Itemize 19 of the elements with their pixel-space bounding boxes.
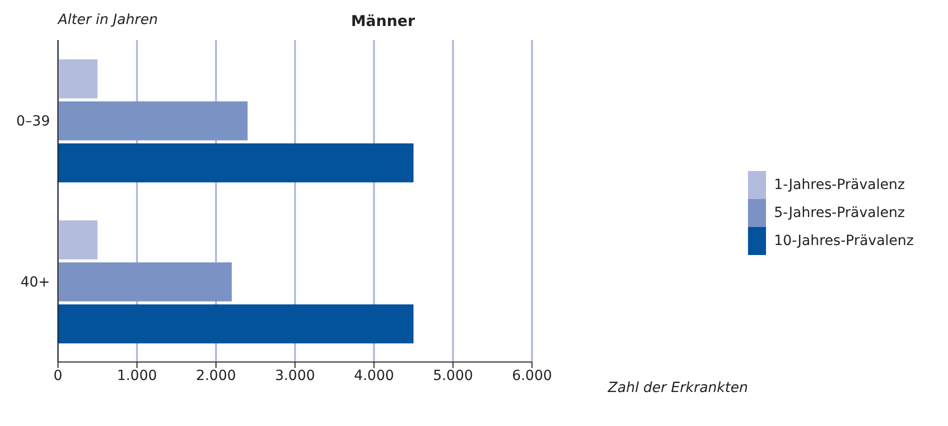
bar [58, 304, 414, 344]
legend-label: 1-Jahres-Prävalenz [774, 176, 905, 195]
bar [58, 101, 248, 140]
x-axis-title: Zahl der Erkrankten [608, 380, 748, 396]
legend-label: 5-Jahres-Prävalenz [774, 204, 905, 223]
x-tick-label: 1.000 [116, 368, 158, 384]
x-tick-label: 2.000 [196, 368, 236, 384]
x-tick-label: 5.000 [432, 368, 474, 384]
chart-title: Männer [350, 12, 416, 30]
bar [58, 143, 414, 182]
x-tick-label: 0 [54, 368, 62, 384]
legend-label: 10-Jahres-Prävalenz [774, 232, 914, 251]
y-axis-title: Alter in Jahren [58, 12, 158, 28]
y-tick-label: 0–39 [16, 113, 50, 130]
x-tick-label: 3.000 [274, 368, 316, 384]
x-tick-label: 4.000 [354, 368, 394, 384]
x-tick-label: 6.000 [512, 368, 552, 384]
y-tick-label: 40+ [20, 274, 50, 290]
bar [58, 262, 232, 302]
